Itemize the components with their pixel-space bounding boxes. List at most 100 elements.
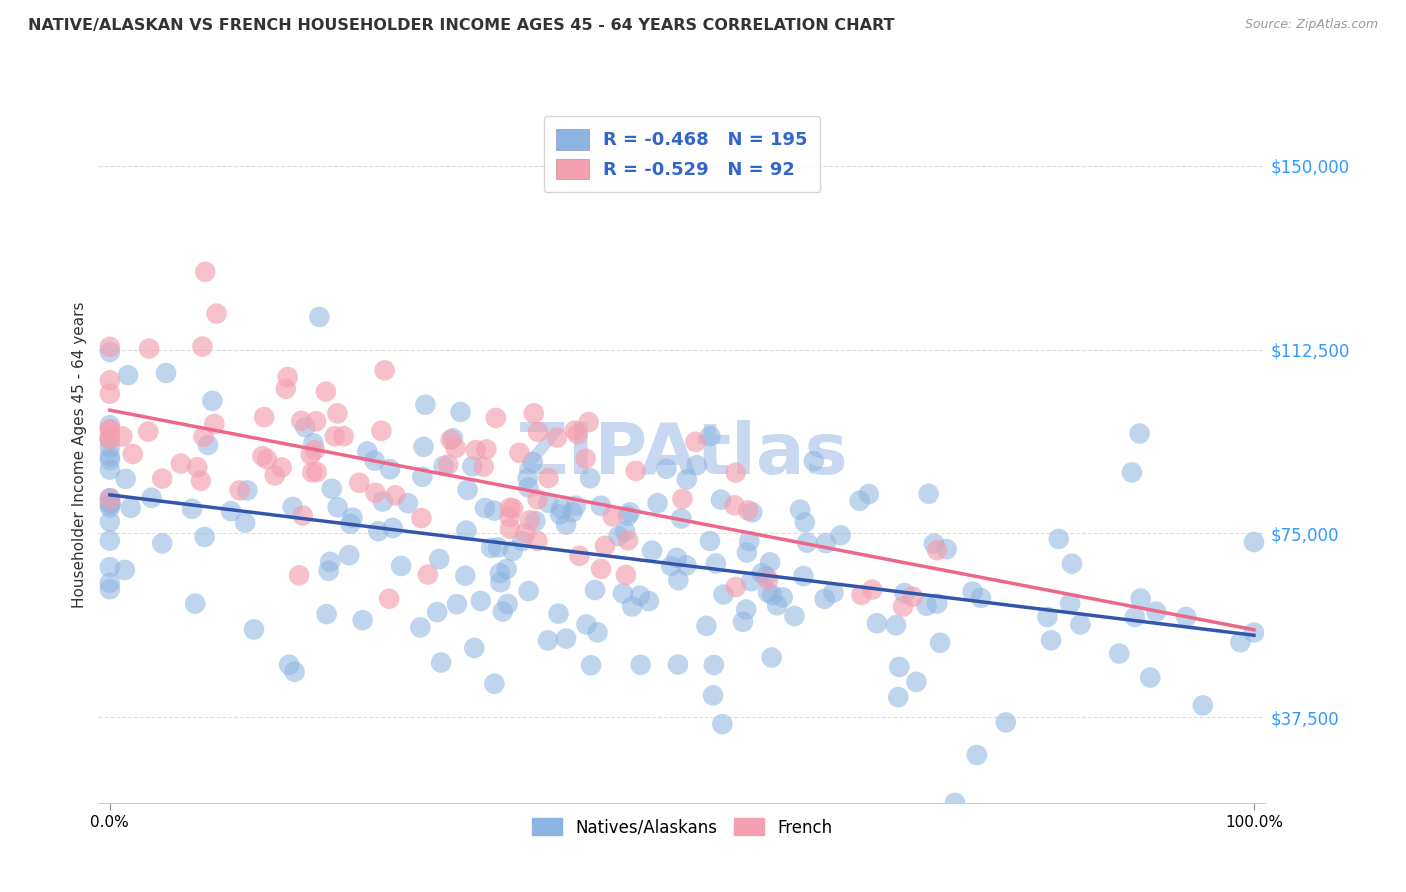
- Legend: Natives/Alaskans, French: Natives/Alaskans, French: [524, 812, 839, 843]
- Point: [374, 363, 396, 377]
- Point: [851, 588, 873, 602]
- Point: [326, 406, 349, 420]
- Point: [278, 657, 301, 672]
- Point: [614, 568, 637, 582]
- Point: [1129, 591, 1152, 606]
- Point: [485, 410, 508, 425]
- Point: [98, 441, 121, 455]
- Point: [724, 466, 747, 480]
- Point: [98, 491, 121, 505]
- Point: [371, 494, 394, 508]
- Point: [823, 585, 845, 599]
- Point: [792, 569, 814, 583]
- Point: [233, 516, 256, 530]
- Point: [363, 453, 385, 467]
- Point: [197, 438, 219, 452]
- Point: [378, 462, 401, 476]
- Point: [848, 493, 870, 508]
- Point: [415, 398, 437, 412]
- Point: [578, 415, 600, 429]
- Point: [630, 657, 652, 672]
- Point: [98, 515, 121, 529]
- Point: [484, 503, 506, 517]
- Point: [731, 615, 754, 629]
- Point: [1036, 610, 1059, 624]
- Point: [737, 503, 759, 517]
- Point: [586, 625, 609, 640]
- Text: NATIVE/ALASKAN VS FRENCH HOUSEHOLDER INCOME AGES 45 - 64 YEARS CORRELATION CHART: NATIVE/ALASKAN VS FRENCH HOUSEHOLDER INC…: [28, 18, 894, 33]
- Point: [593, 539, 616, 553]
- Point: [352, 613, 374, 627]
- Point: [519, 513, 541, 527]
- Text: Source: ZipAtlas.com: Source: ZipAtlas.com: [1244, 18, 1378, 31]
- Point: [866, 616, 889, 631]
- Point: [628, 589, 651, 603]
- Point: [98, 373, 121, 387]
- Point: [349, 475, 371, 490]
- Point: [253, 410, 276, 425]
- Point: [302, 436, 325, 450]
- Point: [270, 460, 292, 475]
- Point: [299, 448, 322, 462]
- Point: [929, 636, 952, 650]
- Point: [1047, 532, 1070, 546]
- Point: [510, 534, 533, 549]
- Point: [495, 562, 517, 576]
- Point: [579, 658, 602, 673]
- Point: [550, 501, 572, 516]
- Point: [614, 524, 637, 539]
- Point: [1139, 671, 1161, 685]
- Point: [901, 590, 924, 604]
- Point: [524, 514, 547, 528]
- Point: [456, 524, 478, 538]
- Point: [502, 501, 524, 516]
- Point: [263, 468, 285, 483]
- Point: [699, 533, 721, 548]
- Point: [526, 533, 548, 548]
- Point: [150, 536, 173, 550]
- Point: [323, 429, 346, 443]
- Point: [703, 658, 725, 673]
- Point: [193, 430, 215, 444]
- Point: [315, 384, 337, 399]
- Point: [675, 558, 697, 573]
- Point: [98, 500, 121, 515]
- Point: [548, 508, 571, 522]
- Point: [291, 508, 314, 523]
- Point: [342, 510, 364, 524]
- Point: [141, 491, 163, 505]
- Point: [772, 591, 794, 605]
- Point: [537, 471, 560, 485]
- Point: [121, 447, 143, 461]
- Point: [517, 584, 540, 599]
- Point: [98, 453, 121, 467]
- Point: [194, 530, 217, 544]
- Point: [671, 491, 693, 506]
- Point: [274, 382, 297, 396]
- Point: [796, 535, 818, 549]
- Point: [472, 459, 495, 474]
- Point: [612, 586, 634, 600]
- Y-axis label: Householder Income Ages 45 - 64 years: Householder Income Ages 45 - 64 years: [72, 301, 87, 608]
- Point: [98, 430, 121, 444]
- Point: [659, 559, 682, 574]
- Point: [547, 607, 569, 621]
- Point: [409, 620, 432, 634]
- Point: [186, 460, 208, 475]
- Point: [98, 422, 121, 436]
- Text: ZIPAtlas: ZIPAtlas: [516, 420, 848, 490]
- Point: [927, 543, 949, 558]
- Point: [1069, 617, 1091, 632]
- Point: [962, 584, 984, 599]
- Point: [191, 340, 214, 354]
- Point: [136, 425, 159, 439]
- Point: [205, 307, 228, 321]
- Point: [607, 529, 630, 543]
- Point: [98, 498, 121, 512]
- Point: [492, 605, 515, 619]
- Point: [202, 417, 225, 431]
- Point: [738, 534, 761, 549]
- Point: [489, 575, 512, 590]
- Point: [378, 591, 401, 606]
- Point: [499, 522, 522, 536]
